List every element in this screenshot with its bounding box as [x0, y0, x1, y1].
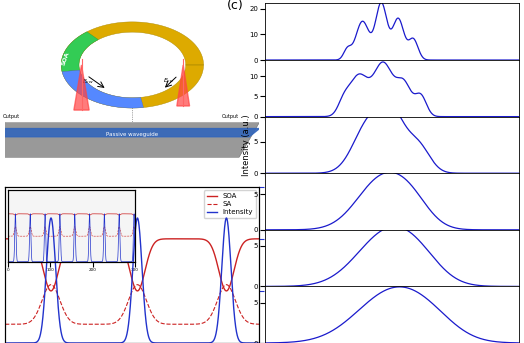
SOA	[256, 237, 263, 241]
Intensity	[224, 217, 231, 222]
Polygon shape	[177, 65, 190, 106]
Y-axis label: Intensity (a.u.): Intensity (a.u.)	[242, 114, 251, 176]
Line: Intensity: Intensity	[5, 218, 259, 343]
SA	[111, 321, 117, 325]
Intensity	[100, 341, 106, 343]
Text: Output: Output	[221, 114, 238, 119]
SA	[256, 322, 263, 326]
Legend: SOA, SA, Intensity: SOA, SA, Intensity	[204, 190, 256, 218]
SA	[46, 283, 52, 287]
Polygon shape	[0, 129, 259, 137]
SA	[31, 316, 37, 320]
Polygon shape	[74, 65, 89, 110]
SOA	[111, 237, 117, 241]
Text: Output: Output	[3, 114, 20, 119]
Polygon shape	[62, 70, 144, 108]
Text: $E_{cp}$: $E_{cp}$	[163, 77, 174, 87]
Intensity	[252, 341, 258, 343]
SA	[224, 283, 231, 287]
Polygon shape	[0, 122, 259, 157]
SA	[100, 322, 106, 326]
Intensity	[223, 216, 230, 220]
Text: (c): (c)	[226, 0, 243, 12]
SOA	[2, 237, 8, 241]
SOA	[224, 288, 231, 293]
Text: SA: SA	[89, 42, 100, 49]
Text: SOA: SOA	[61, 50, 71, 66]
SOA	[252, 237, 258, 241]
Line: SA: SA	[5, 285, 259, 324]
SOA	[46, 287, 52, 292]
SA	[2, 322, 8, 326]
Text: Passive waveguide: Passive waveguide	[106, 132, 158, 137]
Polygon shape	[61, 22, 203, 108]
Intensity	[46, 224, 52, 228]
SOA	[100, 237, 106, 241]
Text: $E_{cw}$: $E_{cw}$	[82, 78, 93, 86]
Intensity	[2, 341, 8, 343]
Line: SOA: SOA	[5, 239, 259, 291]
SOA	[223, 289, 230, 293]
Intensity	[256, 341, 263, 343]
Y-axis label: Intensity (a.u.): Intensity (a.u.)	[281, 237, 290, 293]
Intensity	[31, 341, 37, 343]
SA	[223, 283, 230, 287]
Intensity	[111, 341, 117, 343]
SOA	[31, 241, 37, 246]
Polygon shape	[61, 32, 99, 72]
SA	[252, 322, 258, 326]
